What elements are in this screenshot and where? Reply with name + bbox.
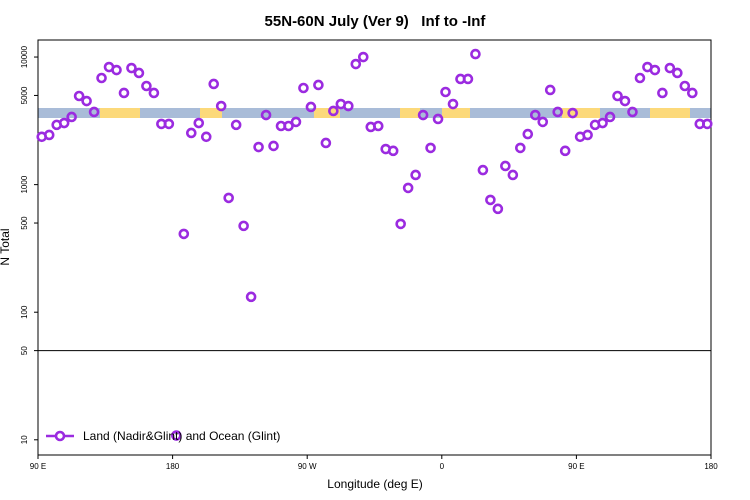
point xyxy=(230,119,242,131)
point xyxy=(440,86,451,98)
y-tick-label: 10 xyxy=(20,435,29,444)
point xyxy=(357,51,369,63)
point xyxy=(522,128,534,140)
point xyxy=(253,141,264,153)
point xyxy=(185,127,197,139)
point xyxy=(701,118,713,130)
point xyxy=(313,79,324,91)
x-tick-label: 90 E xyxy=(568,462,584,471)
point xyxy=(485,194,496,206)
point xyxy=(141,80,152,92)
y-axis-label: N Total xyxy=(0,228,12,265)
point xyxy=(268,140,279,152)
point xyxy=(634,72,646,84)
x-tick-label: 90 W xyxy=(298,462,317,471)
point xyxy=(66,111,77,123)
x-tick-label: 180 xyxy=(704,462,718,471)
point xyxy=(163,118,175,130)
point xyxy=(111,64,122,76)
point xyxy=(126,62,137,74)
point xyxy=(582,129,593,141)
point xyxy=(687,87,698,99)
point xyxy=(387,145,399,157)
point xyxy=(627,106,638,118)
point xyxy=(410,169,421,181)
point xyxy=(395,218,406,230)
point xyxy=(215,100,227,112)
x-axis-label: Longitude (deg E) xyxy=(327,477,422,491)
point xyxy=(73,90,85,102)
point xyxy=(597,117,608,129)
plot-frame xyxy=(37,39,712,456)
point xyxy=(148,87,160,99)
point xyxy=(544,84,556,96)
point xyxy=(96,72,107,84)
point xyxy=(447,98,459,110)
point xyxy=(208,78,220,90)
point xyxy=(432,113,444,125)
point xyxy=(567,107,578,119)
legend-marker xyxy=(54,430,66,442)
point xyxy=(133,67,145,79)
point xyxy=(612,90,623,102)
point xyxy=(619,95,631,107)
point xyxy=(343,100,354,112)
y-tick-label: 500 xyxy=(20,216,29,230)
point xyxy=(559,145,571,157)
point xyxy=(58,117,70,129)
point xyxy=(81,95,92,107)
point xyxy=(178,228,190,240)
y-tick-label: 1000 xyxy=(20,175,29,193)
point xyxy=(664,62,676,74)
point xyxy=(552,106,564,118)
chart-title: 55N-60N July (Ver 9) Inf to -Inf xyxy=(265,13,487,30)
point xyxy=(283,120,294,132)
y-tick-label: 50 xyxy=(20,346,29,355)
point xyxy=(649,64,661,76)
point xyxy=(500,160,511,172)
point xyxy=(193,117,205,129)
point xyxy=(200,131,212,143)
point xyxy=(492,203,504,215)
point xyxy=(260,109,272,121)
point xyxy=(320,137,332,149)
point xyxy=(88,106,100,118)
point xyxy=(477,164,489,176)
legend-label: Land (Nadir&Glint) and Ocean (Glint) xyxy=(83,429,280,443)
x-tick-label: 90 E xyxy=(30,462,46,471)
point xyxy=(402,182,414,194)
point xyxy=(118,87,130,99)
point xyxy=(679,80,691,92)
y-tick-label: 5000 xyxy=(20,86,29,104)
point xyxy=(305,101,317,113)
point xyxy=(515,142,526,154)
point xyxy=(328,105,339,117)
point xyxy=(43,129,55,141)
point xyxy=(537,116,549,128)
y-tick-label: 10000 xyxy=(20,45,29,68)
point xyxy=(350,58,362,70)
point xyxy=(425,142,436,154)
point xyxy=(462,73,474,85)
point xyxy=(171,430,182,441)
point xyxy=(290,116,302,128)
point xyxy=(672,67,683,79)
point xyxy=(417,109,429,121)
point xyxy=(238,220,249,232)
x-tick-label: 0 xyxy=(440,462,445,471)
point xyxy=(604,111,616,123)
point xyxy=(298,82,309,94)
point xyxy=(529,109,541,121)
point xyxy=(223,192,234,204)
point xyxy=(657,87,668,99)
y-tick-label: 100 xyxy=(20,305,29,319)
point xyxy=(372,120,384,132)
point xyxy=(470,48,481,60)
x-tick-label: 180 xyxy=(166,462,180,471)
point xyxy=(507,169,519,181)
point xyxy=(245,291,257,303)
